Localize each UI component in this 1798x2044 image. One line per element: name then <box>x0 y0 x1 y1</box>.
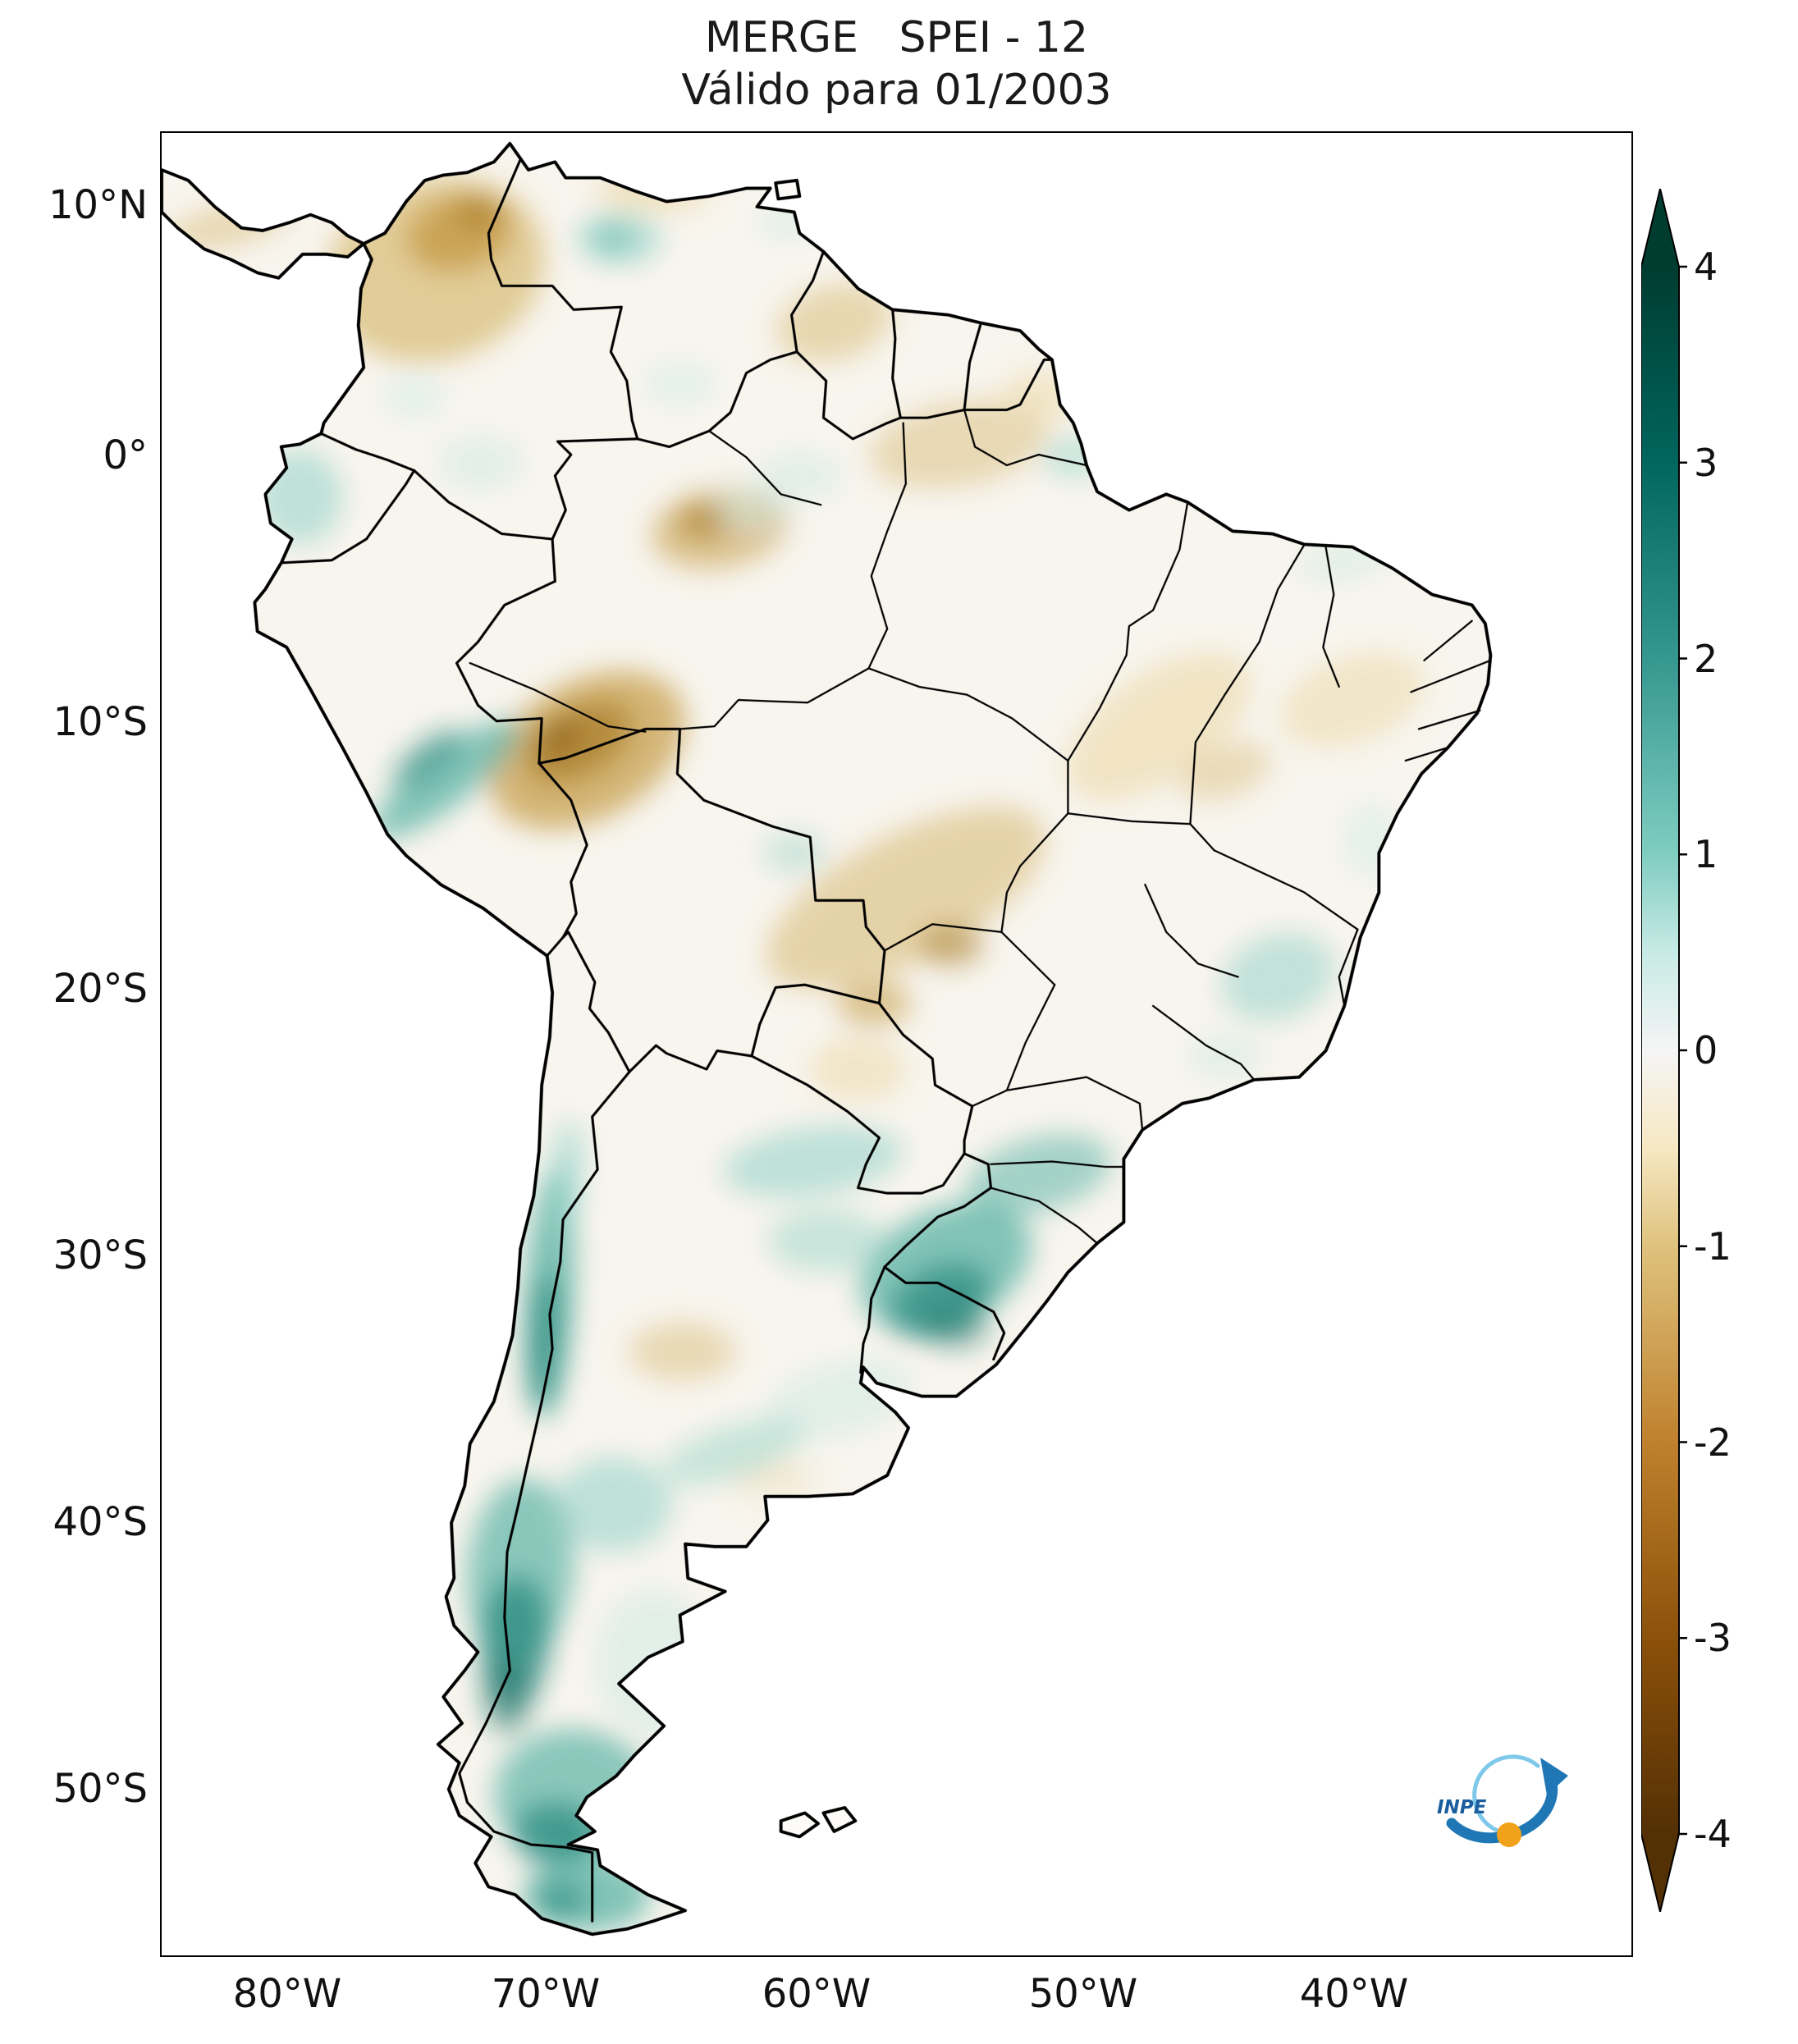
y-tick-20s: 20°S <box>53 966 148 1012</box>
y-tick-10n: 10°N <box>48 182 148 228</box>
chart-title: MERGE SPEI - 12 <box>704 13 1089 62</box>
map-plot-area: INPE <box>160 131 1633 1957</box>
colorbar-extend-min <box>1641 1834 1679 1912</box>
colorbar-gradient <box>1641 267 1679 1834</box>
x-tick-80w: 80°W <box>232 1971 342 2017</box>
inpe-logo-text: INPE <box>1437 1797 1487 1818</box>
inpe-logo: INPE <box>1437 1754 1568 1847</box>
colorbar-tick-0: 0 <box>1694 1028 1718 1072</box>
chart-subtitle: Válido para 01/2003 <box>681 66 1112 115</box>
title-block: MERGE SPEI - 12 Válido para 01/2003 <box>160 11 1633 117</box>
coastline <box>162 141 1493 1937</box>
colorbar-tick-m3: -3 <box>1694 1616 1732 1660</box>
y-tick-0: 0° <box>103 432 148 478</box>
inpe-arrowhead-icon <box>1540 1758 1568 1795</box>
colorbar <box>1641 189 1687 1912</box>
state-borders <box>469 409 1492 1245</box>
colorbar-tick-m1: -1 <box>1694 1224 1732 1269</box>
x-tick-70w: 70°W <box>491 1971 601 2017</box>
y-tick-40s: 40°S <box>53 1499 148 1545</box>
colorbar-tick-2: 2 <box>1694 637 1718 681</box>
colorbar-tick-marks <box>1679 265 1687 1836</box>
colorbar-tick-1: 1 <box>1694 832 1718 876</box>
colorbar-tick-m2: -2 <box>1694 1420 1732 1465</box>
country-borders <box>280 158 1054 1923</box>
y-tick-50s: 50°S <box>53 1766 148 1812</box>
colorbar-tick-m4: -4 <box>1694 1812 1732 1856</box>
colorbar-tick-4: 4 <box>1694 245 1718 289</box>
colorbar-tick-3: 3 <box>1694 441 1718 485</box>
x-tick-60w: 60°W <box>762 1971 872 2017</box>
y-tick-10s: 10°S <box>53 699 148 745</box>
inpe-arrow-icon <box>1446 1774 1558 1844</box>
colorbar-extend-max <box>1641 189 1679 267</box>
south-america-map <box>162 133 1631 1955</box>
y-tick-30s: 30°S <box>53 1232 148 1278</box>
inpe-orange-dot-icon <box>1497 1822 1521 1847</box>
x-tick-40w: 40°W <box>1299 1971 1409 2017</box>
x-tick-50w: 50°W <box>1028 1971 1138 2017</box>
